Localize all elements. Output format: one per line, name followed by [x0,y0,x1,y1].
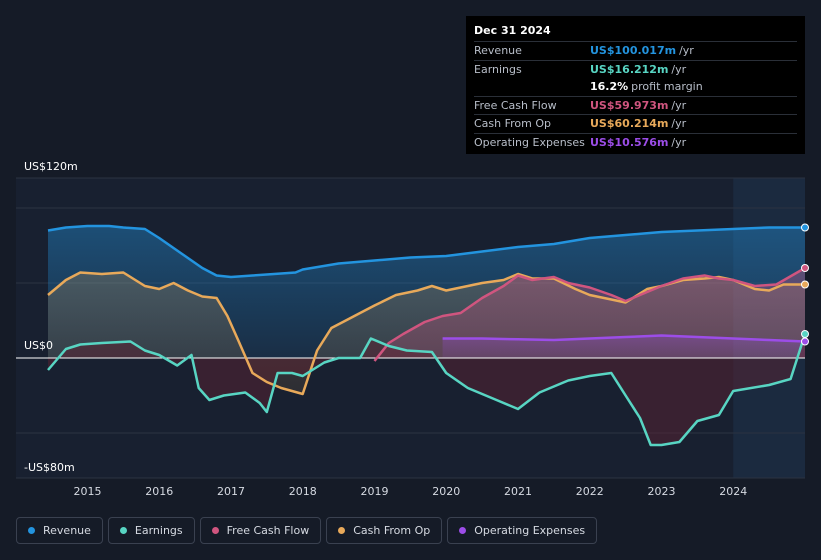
x-tick-label: 2019 [360,485,389,498]
tooltip-row-value: US$59.973m [590,98,669,112]
y-axis-bottom-label: -US$80m [24,461,75,474]
tooltip-date: Dec 31 2024 [474,24,551,37]
tooltip-row: 16.2% profit margin [474,78,797,96]
x-tick-label: 2021 [503,485,532,498]
free-cash-flow-end-point [801,264,809,272]
legend-item-free-cash-flow[interactable]: Free Cash Flow [199,517,322,544]
tooltip-row: Earnings US$16.212m/yr [474,59,797,79]
legend-dot-icon [459,527,467,534]
tooltip-row-value: US$100.017m [590,44,677,58]
operating-expenses-area [442,335,805,358]
x-tick-label: 2022 [575,485,604,498]
tooltip-row-unit: /yr [679,44,694,58]
legend-label: Revenue [43,524,91,537]
tooltip-row-unit: /yr [671,117,687,131]
tooltip-row-unit: /yr [671,62,687,76]
x-tick-label: 2016 [145,485,174,498]
tooltip-row: Cash From Op US$60.214m/yr [474,114,797,133]
tooltip-row: Free Cash Flow US$59.973m/yr [474,95,797,115]
y-axis-zero-label: US$0 [24,339,54,352]
tooltip-row-label: Operating Expenses [474,135,585,149]
legend: Revenue Earnings Free Cash Flow Cash From O… [16,517,598,544]
cash-from-op-end-point [801,280,809,289]
legend-item-earnings[interactable]: Earnings [107,517,195,544]
tooltip-row: Revenue US$100.017m/yr [474,41,797,60]
tooltip-panel: Dec 31 2024 Revenue US$100.017m/yr Earning… [466,16,805,154]
earnings-negative-area [48,334,805,445]
x-tick-label: 2020 [432,485,461,498]
tooltip-row-value: US$60.214m [590,117,669,131]
legend-item-operating-expenses[interactable]: Operating Expenses [447,517,598,544]
legend-item-cash-from-op[interactable]: Cash From Op [326,517,443,544]
tooltip-row-label: Earnings [474,62,522,76]
operating-expenses-end-point [801,337,809,346]
x-tick-label: 2023 [647,485,676,498]
x-tick-label: 2015 [73,485,102,498]
legend-dot-icon [28,527,35,534]
legend-dot-icon [211,527,219,534]
legend-label: Operating Expenses [474,524,586,537]
tooltip-row-unit: /yr [671,135,687,149]
earnings-end-point [801,330,809,338]
revenue-end-point [801,223,809,232]
legend-item-revenue[interactable]: Revenue [16,517,103,544]
legend-dot-icon [338,527,346,534]
revenue-line [47,224,805,279]
x-tick-label: 2017 [216,485,245,498]
y-axis-top-label: US$120m [24,160,78,173]
x-tick-label: 2024 [719,485,748,498]
operating-expenses-line [442,334,806,343]
tooltip-row: Operating Expenses US$10.576m/yr [474,132,797,152]
legend-label: Free Cash Flow [226,524,310,537]
tooltip-row-label: Revenue [474,44,522,58]
tooltip-row-value: 16.2% [590,80,629,94]
free-cash-flow-line [373,266,806,362]
earnings-line [47,333,807,447]
tooltip-row-unit: /yr [671,98,687,112]
tooltip-row-label: Free Cash Flow [474,98,557,112]
tooltip-row-label: Cash From Op [474,117,552,131]
legend-label: Earnings [134,524,183,537]
tooltip-row-unit: profit margin [631,80,703,94]
legend-dot-icon [119,527,127,534]
legend-label: Cash From Op [353,524,431,537]
x-tick-label: 2018 [288,485,317,498]
tooltip-row-value: US$16.212m [590,62,669,76]
tooltip-row-value: US$10.576m [590,135,669,149]
